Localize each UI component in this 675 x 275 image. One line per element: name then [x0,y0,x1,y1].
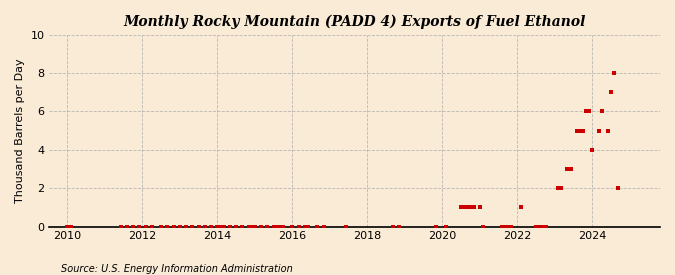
Y-axis label: Thousand Barrels per Day: Thousand Barrels per Day [15,58,25,203]
Title: Monthly Rocky Mountain (PADD 4) Exports of Fuel Ethanol: Monthly Rocky Mountain (PADD 4) Exports … [123,15,585,29]
Text: Source: U.S. Energy Information Administration: Source: U.S. Energy Information Administ… [61,264,292,274]
